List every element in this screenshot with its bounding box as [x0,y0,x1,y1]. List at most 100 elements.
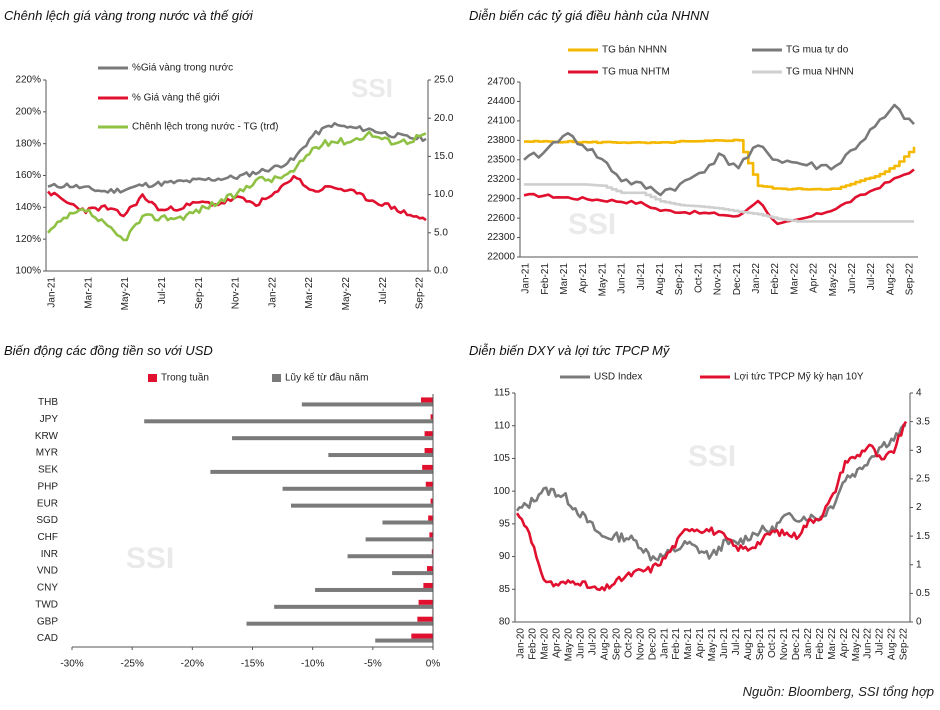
cur-xtick-label: -5% [364,659,382,670]
gold-ytick-left: 120% [15,234,41,245]
gold-ytick-left: 100% [15,266,41,277]
dxy-ytick-left: 80 [499,617,511,628]
cur-category-label: KRW [35,431,59,442]
fx-ytick: 24700 [487,77,515,88]
dxy-xtick-label: Jun-22 [863,628,874,659]
dxy-ytick-right: 2 [916,502,922,513]
cur-bar-ytd [382,520,433,525]
gold-xtick-label: Jul-22 [378,277,389,305]
fx-xtick-label: Mar-21 [559,263,570,295]
fx-xtick-label: Feb-22 [770,263,781,295]
cur-bar-ytd [144,419,433,424]
cur-category-label: THB [38,397,58,408]
fx-legend-label: TG mua tự do [786,45,849,56]
gold-xtick-label: Sep-21 [194,277,205,310]
cur-bar-week [420,397,433,403]
fx-xtick-label: Mar-22 [789,263,800,295]
dxy-xtick-label: Oct-20 [623,628,634,658]
gold-ytick-left: 200% [15,106,41,117]
dxy-xtick-label: Nov-20 [635,628,646,661]
gold-xtick-label: Jan-21 [47,277,58,308]
fx-xtick-label: Sep-21 [674,263,685,296]
fx-xtick-label: Jun-22 [847,263,858,294]
gold-ytick-left: 220% [15,75,41,86]
gold-ytick-right: 25.0 [434,75,454,86]
gold-xtick-label: Jan-22 [267,277,278,308]
cur-xtick-label: 0% [426,659,441,670]
dxy-xtick-label: May-22 [851,628,862,662]
cur-bar-ytd [274,604,433,609]
cur-bar-week [430,498,433,504]
dxy-ytick-left: 90 [499,551,511,562]
cur-bar-week [430,414,433,420]
dxy-xtick-label: Nov-21 [779,628,790,661]
fx-xtick-label: May-21 [597,263,608,297]
dxy-xtick-label: Jan-21 [659,628,670,659]
cur-xtick-label: -15% [241,659,264,670]
watermark-ssi: SSI [688,440,736,473]
gold-series-line [46,174,427,222]
cur-xtick-label: -25% [120,659,143,670]
fx-ytick: 23200 [487,174,515,185]
cur-legend-swatch [272,374,281,382]
cur-bar-week [431,549,433,555]
gold-ytick-right: 15.0 [434,151,454,162]
fx-ytick: 23800 [487,135,515,146]
fx-xtick-label: Aug-22 [885,263,896,296]
dxy-xtick-label: Mar-20 [540,628,551,660]
dxy-xtick-label: Dec-20 [647,628,658,661]
fx-ytick: 23500 [487,154,515,165]
cur-bar-ytd [347,554,433,559]
fx-series-line [523,168,915,226]
gold-legend-label: Chênh lệch trong nước - TG (trđ) [132,122,278,133]
fx-xtick-label: Sep-22 [905,263,916,296]
gold-ytick-right: 5.0 [434,227,448,238]
dxy-xtick-label: Aug-21 [743,628,754,661]
fx-ytick: 22300 [487,232,515,243]
cur-bar-ytd [315,587,433,592]
dxy-xtick-label: Jun-20 [575,628,586,659]
dxy-xtick-label: Jul-20 [587,628,598,656]
gold-legend-label: %Giá vàng trong nước [132,63,233,74]
cur-bar-week [417,616,433,622]
dxy-xtick-label: Aug-20 [599,628,610,661]
cur-legend-swatch [148,374,157,382]
fx-xtick-label: Jan-21 [521,263,532,294]
cur-category-label: CNY [37,583,58,594]
cur-bar-week [411,633,433,639]
dxy-xtick-label: Oct-21 [767,628,778,658]
fx-legend-label: TG mua NHTM [602,67,670,78]
gold-xtick-label: Sep-22 [415,277,426,310]
fx-legend-label: TG mua NHNN [786,67,854,78]
title-fx: Diễn biến các tỷ giá điều hành của NHNN [469,8,709,23]
dxy-ytick-right: 0 [916,617,922,628]
dxy-xtick-label: Feb-20 [528,628,539,660]
fx-xtick-label: Dec-21 [732,263,743,296]
dxy-xtick-label: Dec-21 [791,628,802,661]
dxy-xtick-label: May-21 [707,628,718,662]
title-gold: Chênh lệch giá vàng trong nước và thế gi… [4,8,253,23]
cur-bar-week [418,599,433,605]
gold-legend-label: % Giá vàng thế giới [132,92,220,104]
cur-bar-week [422,464,433,470]
dxy-legend-label: Lợi tức TPCP Mỹ kỳ hạn 10Y [734,372,864,383]
gold-xtick-label: May-22 [341,277,352,311]
gold-series-line [47,122,427,194]
dxy-ytick-right: 3.5 [916,416,930,427]
fx-xtick-label: Jun-21 [617,263,628,294]
title-currencies: Biến động các đồng tiền so với USD [4,343,213,358]
fx-xtick-label: Aug-21 [655,263,666,296]
dxy-xtick-label: Sep-20 [611,628,622,661]
fx-xtick-label: Nov-21 [713,263,724,296]
fx-series-line [524,183,914,223]
cur-bar-ytd [301,402,433,407]
cur-bar-ytd [210,469,433,474]
fx-ytick: 22600 [487,213,515,224]
cur-xtick-label: -30% [60,659,83,670]
watermark-ssi: SSI [126,542,174,575]
cur-bar-week [424,448,433,454]
dxy-ytick-left: 95 [499,518,511,529]
dxy-xtick-label: Jul-22 [875,628,886,656]
fx-ytick: 22000 [487,252,515,263]
cur-bar-ytd [282,486,433,491]
